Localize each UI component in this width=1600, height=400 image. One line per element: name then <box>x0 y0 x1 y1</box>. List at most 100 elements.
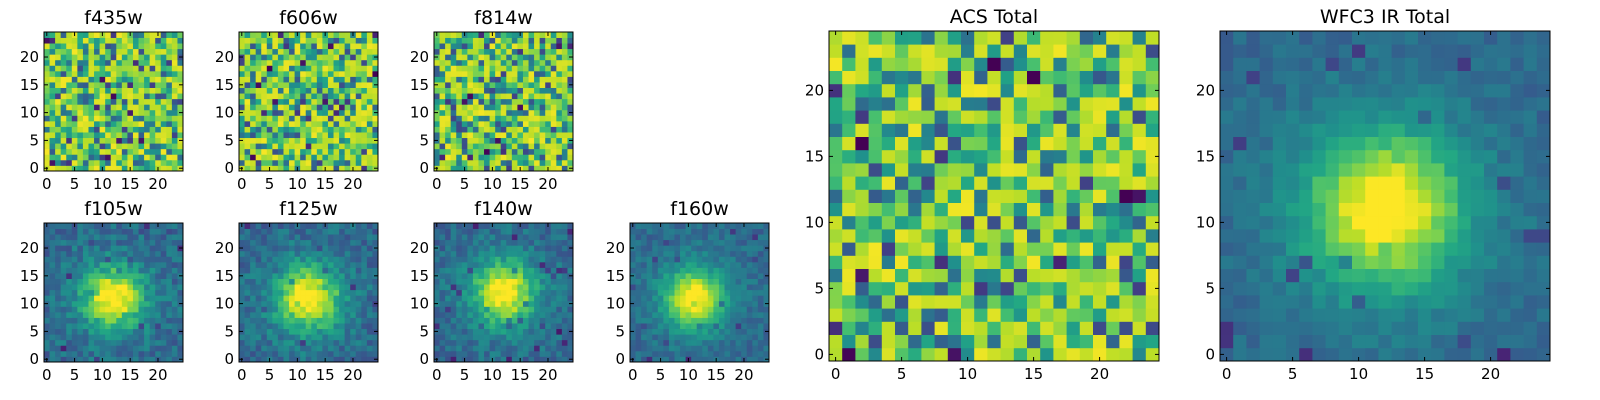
heatmap-cell <box>881 347 896 362</box>
heatmap-cell <box>668 311 675 318</box>
heatmap-cell <box>261 300 268 307</box>
heatmap-cell <box>561 93 568 100</box>
heatmap-cell <box>283 273 290 279</box>
x-tick-label: 5 <box>265 175 275 193</box>
heatmap-cell <box>1013 242 1028 256</box>
panel-title: f160w <box>670 198 729 220</box>
heatmap-cell <box>842 176 856 190</box>
heatmap-cell <box>522 295 529 302</box>
heatmap-cell <box>895 176 909 190</box>
heatmap-cell <box>261 37 268 44</box>
heatmap-cell <box>132 339 139 346</box>
heatmap-cell <box>696 267 703 274</box>
heatmap-cell <box>311 223 318 229</box>
heatmap-cell <box>49 132 56 139</box>
heatmap-cell <box>138 65 145 72</box>
heatmap-cell <box>652 267 659 274</box>
heatmap-cell <box>1053 268 1067 283</box>
heatmap-cell <box>166 234 173 241</box>
heatmap-cell <box>266 311 273 318</box>
heatmap-cell <box>355 239 362 246</box>
heatmap-cell <box>534 154 541 161</box>
heatmap-cell <box>366 239 373 246</box>
heatmap-cell <box>277 48 284 55</box>
heatmap-cell <box>1053 163 1067 177</box>
heatmap-cell <box>171 65 178 72</box>
heatmap-cell <box>724 323 731 330</box>
heatmap-cell <box>350 267 357 274</box>
heatmap-cell <box>842 334 856 349</box>
heatmap-cell <box>567 76 574 83</box>
heatmap-cell <box>680 273 686 279</box>
heatmap-cell <box>132 43 139 50</box>
heatmap-cell <box>339 339 346 346</box>
heatmap-cell <box>71 234 78 241</box>
heatmap-cell <box>757 350 764 357</box>
heatmap-cell <box>680 223 686 229</box>
heatmap-cell <box>674 350 681 357</box>
heatmap-cell <box>1079 281 1094 296</box>
heatmap-cell <box>635 289 642 296</box>
heatmap-cell <box>372 228 379 235</box>
heatmap-cell <box>730 278 737 285</box>
heatmap-cell <box>534 311 541 318</box>
heatmap-cell <box>66 289 73 296</box>
heatmap-cell <box>456 165 463 172</box>
heatmap-cell <box>478 87 485 94</box>
heatmap-cell <box>713 261 720 268</box>
heatmap-cell <box>361 87 368 94</box>
heatmap-cell <box>445 339 452 346</box>
heatmap-cell <box>534 350 541 357</box>
heatmap-cell <box>646 334 653 341</box>
heatmap-cell <box>283 245 290 252</box>
heatmap-cell <box>855 281 869 296</box>
heatmap-cell <box>82 234 89 241</box>
heatmap-cell <box>255 295 262 302</box>
heatmap-cell <box>445 43 452 50</box>
heatmap-cell <box>696 350 703 357</box>
heatmap-cell <box>132 132 139 139</box>
heatmap-cell <box>322 278 329 285</box>
heatmap-cell <box>630 239 636 246</box>
heatmap-cell <box>506 350 513 357</box>
heatmap-cell <box>49 267 56 274</box>
heatmap-cell <box>239 159 245 166</box>
heatmap-cell <box>244 48 251 55</box>
heatmap-cell <box>361 165 368 172</box>
heatmap-cell <box>511 137 518 144</box>
heatmap-cell <box>855 255 869 269</box>
heatmap-cell <box>71 76 78 83</box>
heatmap-cell <box>668 267 675 274</box>
heatmap-cell <box>88 48 95 55</box>
heatmap-cell <box>255 132 262 139</box>
heatmap-cell <box>77 295 84 302</box>
heatmap-cell <box>289 93 295 100</box>
heatmap-cell <box>177 70 184 77</box>
heatmap-cell <box>707 267 714 274</box>
heatmap-cell <box>261 289 268 296</box>
heatmap-cell <box>305 339 312 346</box>
heatmap-cell <box>489 256 496 263</box>
heatmap-cell <box>439 323 446 330</box>
heatmap-cell <box>255 76 262 83</box>
heatmap-cell <box>283 120 290 127</box>
heatmap-cell <box>478 143 485 150</box>
heatmap-cell <box>472 328 479 335</box>
heatmap-cell <box>674 223 681 229</box>
heatmap-cell <box>355 306 362 313</box>
heatmap-cell <box>478 295 485 302</box>
heatmap-cell <box>322 104 329 111</box>
heatmap-cell <box>66 109 73 116</box>
heatmap-cell <box>300 143 307 150</box>
heatmap-cell <box>450 289 457 296</box>
heatmap-cell <box>456 159 463 166</box>
heatmap-cell <box>1093 334 1107 349</box>
heatmap-cell <box>461 37 468 44</box>
heatmap-cell <box>461 234 468 241</box>
heatmap-cell <box>339 317 346 324</box>
heatmap-cell <box>434 120 440 127</box>
heatmap-cell <box>484 228 490 235</box>
y-tick-label: 15 <box>410 267 429 285</box>
heatmap-cell <box>534 43 541 50</box>
heatmap-cell <box>266 278 273 285</box>
